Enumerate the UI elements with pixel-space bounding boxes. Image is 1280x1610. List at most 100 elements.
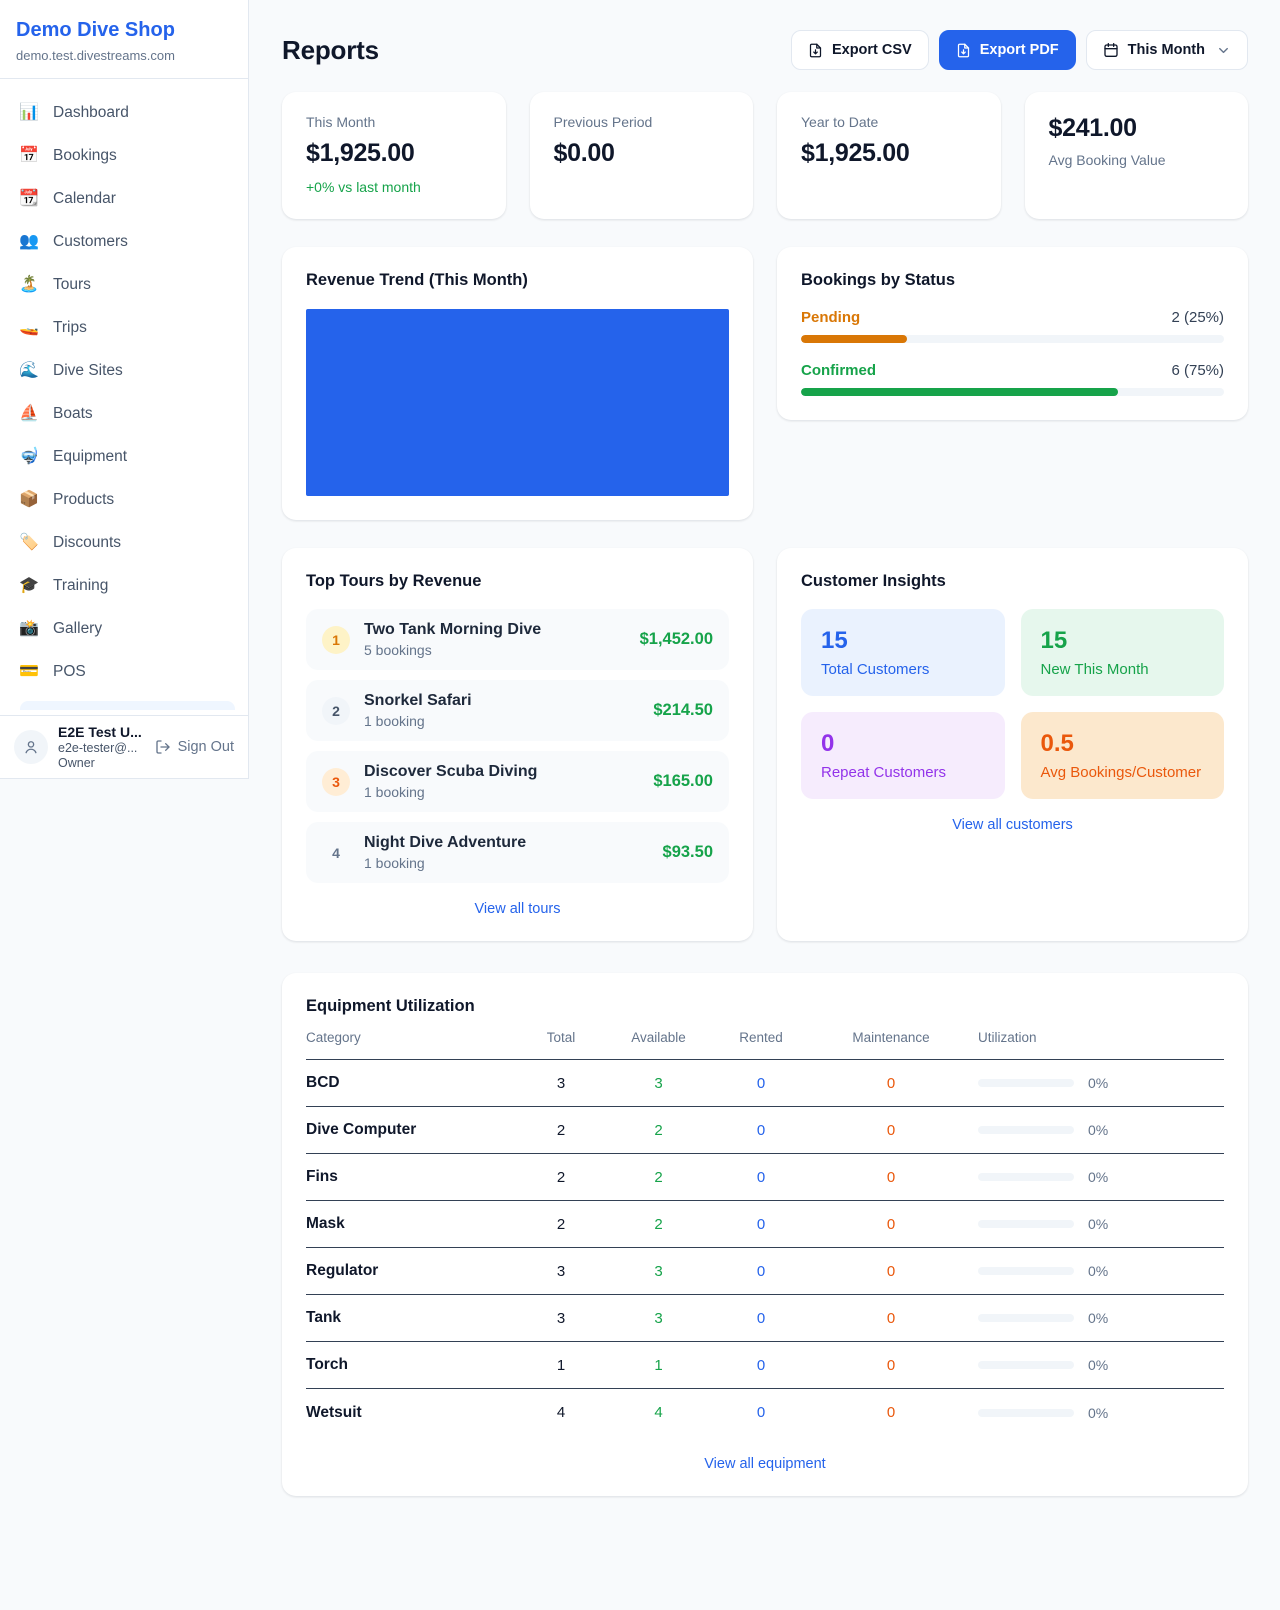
status-row-pending: Pending 2 (25%) [801, 309, 1224, 343]
sidebar-active-item-partial[interactable] [20, 701, 235, 710]
view-all-tours-link[interactable]: View all tours [474, 901, 561, 917]
insight-tile-new-this-month: 15 New This Month [1020, 609, 1224, 696]
card-title: Bookings by Status [801, 271, 956, 289]
sidebar-item-products[interactable]: 📦 Products [8, 478, 240, 521]
column-header-total: Total [546, 1030, 576, 1045]
export-csv-button[interactable]: Export CSV [790, 30, 929, 70]
bookings-icon: 📅 [19, 146, 39, 164]
tile-label: New This Month [1040, 661, 1149, 678]
customers-icon: 👥 [19, 232, 39, 250]
sidebar-item-dive-sites[interactable]: 🌊 Dive Sites [8, 349, 240, 392]
cell-rented: 0 [756, 1356, 766, 1374]
column-header-utilization: Utilization [978, 1030, 1037, 1045]
card-title: Top Tours by Revenue [306, 572, 482, 590]
view-all-customers-link[interactable]: View all customers [952, 817, 1073, 833]
table-header-row: Category Total Available Rented Maintena… [306, 1030, 1224, 1060]
status-header: Confirmed 6 (75%) [801, 362, 1224, 379]
cell-category: Regulator [306, 1262, 379, 1279]
view-all-equipment-link[interactable]: View all equipment [704, 1456, 826, 1472]
rank-badge: 4 [332, 844, 340, 861]
cell-category: Fins [306, 1168, 338, 1185]
status-count: 6 (75%) [1171, 362, 1224, 379]
card-title: Customer Insights [801, 572, 946, 590]
stat-value: $1,925.00 [306, 139, 415, 167]
cell-utilization: 0% [966, 1310, 1224, 1326]
cell-utilization: 0% [966, 1169, 1224, 1185]
cell-rented: 0 [756, 1404, 766, 1421]
stat-delta: +0% vs last month [306, 179, 421, 195]
cell-total: 2 [556, 1168, 566, 1186]
cell-available: 3 [654, 1262, 663, 1280]
chevron-down-icon [1216, 43, 1231, 58]
sign-out-button[interactable]: Sign Out [155, 739, 234, 755]
sidebar-item-boats[interactable]: ⛵ Boats [8, 392, 240, 435]
sidebar-item-pos[interactable]: 💳 POS [8, 650, 240, 693]
pos-icon: 💳 [19, 662, 39, 680]
insight-tile-avg-bookings: 0.5 Avg Bookings/Customer [1020, 712, 1224, 799]
utilization-bar-track [978, 1220, 1074, 1228]
status-header: Pending 2 (25%) [801, 309, 1224, 326]
utilization-bar-track [978, 1079, 1074, 1087]
nav-item-label: Dashboard [53, 104, 129, 121]
stat-label: Previous Period [553, 114, 653, 130]
card-title: Equipment Utilization [306, 997, 475, 1015]
nav-item-label: Bookings [53, 147, 117, 164]
status-row-confirmed: Confirmed 6 (75%) [801, 362, 1224, 396]
column-header-available: Available [631, 1030, 686, 1045]
tour-bookings-count: 1 booking [364, 713, 425, 729]
period-label: This Month [1127, 42, 1205, 58]
cell-total: 2 [556, 1215, 566, 1233]
sidebar-item-tours[interactable]: 🏝️ Tours [8, 263, 240, 306]
tile-value: 0 [821, 730, 835, 757]
utilization-percent: 0% [1088, 1404, 1109, 1421]
cell-rented: 0 [756, 1262, 766, 1280]
tour-name: Night Dive Adventure [364, 834, 527, 851]
products-icon: 📦 [19, 490, 39, 508]
user-role: Owner [58, 756, 95, 770]
dive-sites-icon: 🌊 [19, 361, 39, 379]
cell-category: BCD [306, 1074, 340, 1091]
sidebar-item-trips[interactable]: 🚤 Trips [8, 306, 240, 349]
sidebar-item-training[interactable]: 🎓 Training [8, 564, 240, 607]
export-pdf-button[interactable]: Export PDF [938, 30, 1076, 70]
tour-row-1: 1 Two Tank Morning Dive 5 bookings $1,45… [306, 609, 729, 670]
sidebar-item-discounts[interactable]: 🏷️ Discounts [8, 521, 240, 564]
cell-utilization: 0% [966, 1357, 1224, 1373]
table-row-fins: Fins 2 2 0 0 0% [306, 1154, 1224, 1201]
nav-item-label: Gallery [53, 620, 103, 637]
revenue-trend-bar [306, 309, 729, 496]
stat-label: This Month [306, 114, 376, 130]
nav-item-label: Dive Sites [53, 362, 123, 379]
sidebar-item-gallery[interactable]: 📸 Gallery [8, 607, 240, 650]
nav-item-label: Boats [53, 405, 93, 422]
main-content: Reports Export CSV Export PDF [250, 0, 1280, 1528]
revenue-trend-card: Revenue Trend (This Month) [282, 247, 753, 520]
cell-total: 4 [556, 1404, 566, 1421]
tour-info: Night Dive Adventure 1 booking [364, 834, 649, 871]
gallery-icon: 📸 [19, 619, 39, 637]
table-row-regulator: Regulator 3 3 0 0 0% [306, 1248, 1224, 1295]
sidebar-item-calendar[interactable]: 📆 Calendar [8, 177, 240, 220]
cell-maintenance: 0 [886, 1262, 896, 1280]
sidebar-item-customers[interactable]: 👥 Customers [8, 220, 240, 263]
page-header: Reports Export CSV Export PDF [282, 30, 1248, 70]
sidebar-item-bookings[interactable]: 📅 Bookings [8, 134, 240, 177]
calendar-icon [1104, 43, 1118, 57]
cell-total: 2 [556, 1121, 566, 1139]
sidebar-item-equipment[interactable]: 🤿 Equipment [8, 435, 240, 478]
period-dropdown[interactable]: This Month [1085, 30, 1248, 70]
avatar [14, 730, 48, 764]
cell-total: 3 [556, 1074, 566, 1092]
cell-available: 3 [654, 1309, 663, 1327]
table-row-mask: Mask 2 2 0 0 0% [306, 1201, 1224, 1248]
tour-bookings-count: 1 booking [364, 784, 425, 800]
tour-revenue: $1,452.00 [639, 630, 713, 648]
sidebar-item-dashboard[interactable]: 📊 Dashboard [8, 91, 240, 134]
status-label: Pending [801, 309, 861, 326]
utilization-bar-track [978, 1173, 1074, 1181]
rank-badge: 2 [322, 696, 350, 725]
cell-category: Mask [306, 1215, 345, 1232]
bookings-by-status-card: Bookings by Status Pending 2 (25%) [777, 247, 1248, 420]
tour-info: Two Tank Morning Dive 5 bookings [364, 621, 626, 658]
cell-total: 3 [556, 1309, 566, 1327]
